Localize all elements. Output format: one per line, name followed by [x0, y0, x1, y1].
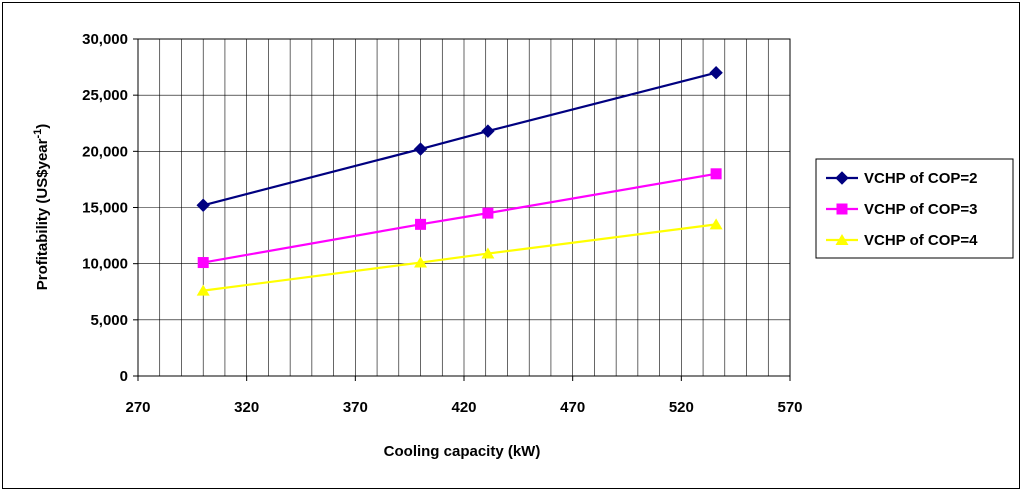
y-tick-label: 10,000 — [82, 256, 128, 273]
x-tick-label: 370 — [343, 399, 368, 416]
series-line — [203, 223, 717, 292]
series-1 — [196, 65, 723, 212]
y-tick-label: 30,000 — [82, 31, 128, 48]
legend-item: VCHP of COP=4 — [826, 232, 978, 249]
y-tick-label: 5,000 — [90, 312, 128, 329]
data-point — [710, 168, 722, 180]
legend-item: VCHP of COP=3 — [826, 201, 978, 218]
data-point — [413, 142, 428, 156]
series-line — [203, 172, 717, 264]
legend-item: VCHP of COP=2 — [826, 170, 978, 187]
data-point — [196, 284, 210, 296]
series-3 — [196, 218, 723, 296]
y-tick-label: 15,000 — [82, 200, 128, 217]
legend-label: VCHP of COP=4 — [864, 232, 978, 249]
x-tick-label: 320 — [234, 399, 259, 416]
legend: VCHP of COP=2 VCHP of COP=3 VCHP of COP=4 — [815, 158, 1014, 259]
data-point — [196, 198, 210, 212]
data-point — [709, 218, 723, 230]
series-group — [196, 65, 723, 296]
legend-box — [815, 158, 1014, 259]
legend-label: VCHP of COP=3 — [864, 201, 978, 218]
y-tick-label: 20,000 — [82, 143, 128, 160]
x-tick-label: 270 — [125, 399, 150, 416]
x-tick-label: 520 — [669, 399, 694, 416]
legend-marker — [835, 171, 849, 185]
legend-label: VCHP of COP=2 — [864, 170, 978, 187]
legend-marker — [836, 203, 848, 215]
y-tick-label: 25,000 — [82, 87, 128, 104]
y-tick-label: 0 — [120, 368, 128, 385]
legend-marker — [835, 234, 849, 245]
data-point — [415, 218, 427, 230]
data-point — [414, 256, 428, 268]
data-point — [197, 257, 209, 269]
x-tick-label: 420 — [451, 399, 476, 416]
series-line — [202, 71, 717, 207]
x-tick-label: 570 — [777, 399, 802, 416]
data-point — [709, 65, 723, 80]
data-point — [482, 207, 494, 219]
axes: 0 5,000 10,000 15,000 20,000 25,000 30,000 270 3… — [82, 31, 802, 416]
y-axis-title: Profitability (US$year-1) — [32, 124, 51, 291]
series-2 — [197, 168, 722, 269]
x-axis-title: Cooling capacity (kW) — [384, 443, 541, 460]
data-point — [481, 124, 495, 138]
x-tick-label: 470 — [560, 399, 585, 416]
grid — [138, 39, 790, 376]
data-point — [481, 247, 495, 259]
